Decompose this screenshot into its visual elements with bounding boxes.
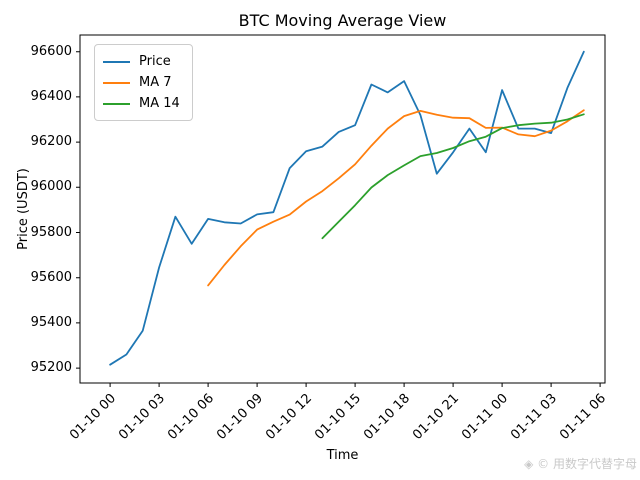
y-tick-label: 96000 — [30, 179, 72, 195]
legend-item-ma7: MA 7 — [103, 72, 192, 93]
ma7-line-swatch — [103, 81, 130, 84]
y-tick-label: 96400 — [30, 88, 72, 104]
y-tick-label: 95400 — [30, 314, 72, 330]
y-tick-label: 95800 — [30, 224, 72, 240]
ma14-line — [321, 113, 585, 240]
y-tick-label: 96200 — [30, 134, 72, 150]
watermark: ◈ © 用数字代替字母 — [524, 457, 637, 471]
ma7-line — [207, 109, 585, 287]
legend-label-ma14: MA 14 — [139, 96, 180, 111]
legend-label-price: Price — [139, 54, 171, 69]
price-line — [109, 50, 585, 366]
price-line-swatch — [103, 60, 130, 63]
legend-label-ma7: MA 7 — [139, 75, 172, 90]
axes-spines — [79, 34, 606, 384]
axis-tick-marks — [76, 51, 601, 387]
chart-title: BTC Moving Average View — [238, 11, 447, 30]
y-tick-label: 95600 — [30, 269, 72, 285]
legend-item-price: Price — [103, 51, 192, 72]
x-axis-label: Time — [326, 448, 359, 463]
y-tick-label: 96600 — [30, 43, 72, 59]
ma14-line-swatch — [103, 102, 130, 105]
legend: Price MA 7 MA 14 — [94, 44, 193, 121]
y-tick-label: 95200 — [30, 360, 72, 376]
legend-item-ma14: MA 14 — [103, 93, 192, 114]
